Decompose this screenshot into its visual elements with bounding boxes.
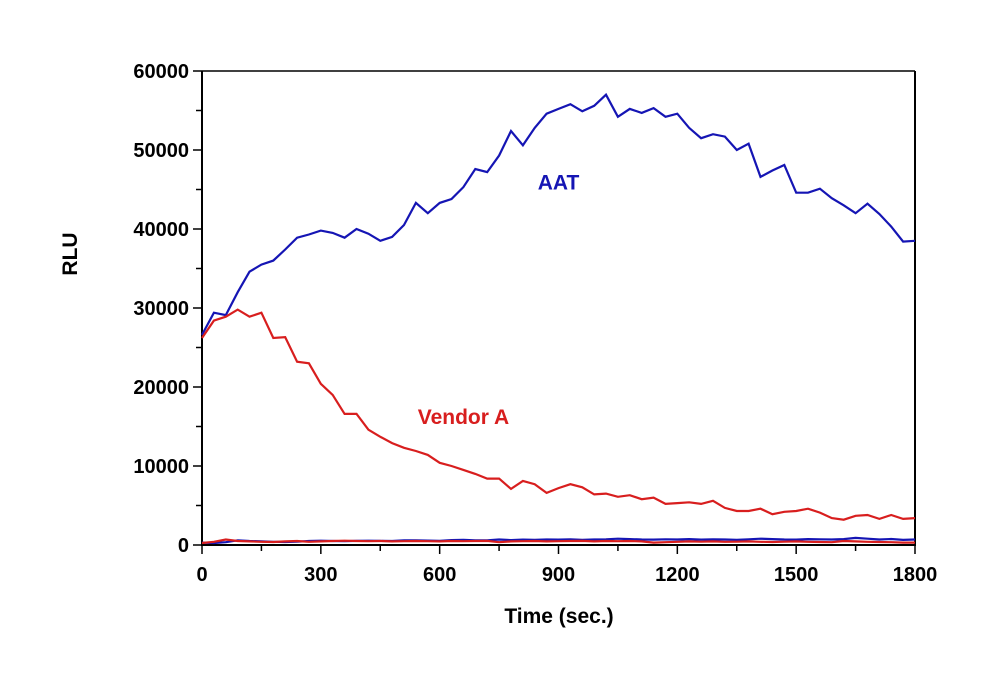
series-annotation-aat: AAT <box>538 172 580 195</box>
y-tick-label: 60000 <box>133 61 189 83</box>
x-tick-label: 300 <box>304 564 337 586</box>
series-line-vendor-a <box>201 308 916 521</box>
y-tick-label: 40000 <box>133 219 189 241</box>
y-tick-label: 0 <box>178 535 189 557</box>
y-tick-label: 20000 <box>133 377 189 399</box>
x-axis-title: Time (sec.) <box>504 605 613 628</box>
series-layer <box>201 92 916 545</box>
y-axis: 0 10000 20000 30000 40000 50000 60000 <box>133 61 202 557</box>
x-tick-label: 600 <box>423 564 456 586</box>
x-tick-label: 1500 <box>774 564 819 586</box>
y-tick-label: 30000 <box>133 298 189 320</box>
y-axis-title: RLU <box>59 232 82 275</box>
series-line-vendor-a-baseline <box>201 538 915 545</box>
series-annotation-vendor-a: Vendor A <box>418 406 509 429</box>
y-tick-label: 10000 <box>133 456 189 478</box>
plot-frame <box>201 70 916 546</box>
x-tick-label: 900 <box>542 564 575 586</box>
y-tick-label: 50000 <box>133 140 189 162</box>
annotation-layer: AAT Vendor A <box>418 172 580 430</box>
x-tick-label: 1800 <box>893 564 938 586</box>
series-line-aat <box>201 92 916 336</box>
x-axis: 0 300 600 900 1200 1500 1800 <box>196 545 937 586</box>
x-tick-label: 0 <box>196 564 207 586</box>
x-tick-label: 1200 <box>655 564 700 586</box>
